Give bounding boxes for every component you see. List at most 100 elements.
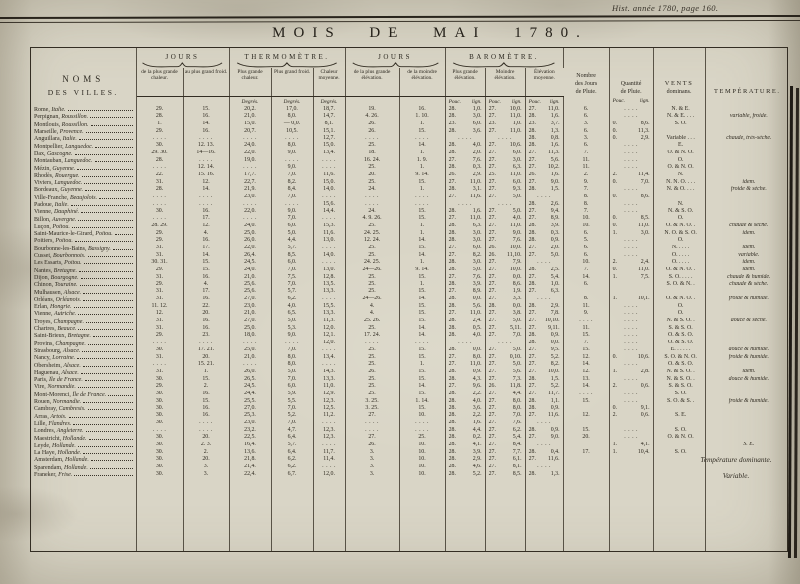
- cell-baro-min: 27. 11,0.: [485, 113, 526, 121]
- cell-jours-elevation-max: 26.: [345, 441, 400, 449]
- filler-cell: [445, 521, 486, 530]
- units-cell: [563, 96, 610, 106]
- cell-baro-moyenne: 27. 8,9.: [525, 215, 564, 223]
- cell-jours-elevation-min: 10.: [399, 448, 446, 457]
- split-value: 27. 7,6.: [446, 157, 485, 164]
- cell-baro-min: 27. 10,0.: [485, 106, 526, 114]
- col-header-jours-pluie: Nombre des Jours de Pluie.: [563, 48, 610, 97]
- split-value: 25. 11,0.: [486, 172, 525, 178]
- cell-baro-moyenne: 28. 0,8.: [525, 135, 564, 143]
- city-name: Mont-Morenci, Île de France.: [34, 391, 107, 398]
- filler-cell: [653, 492, 706, 501]
- cell-baro-max: 28. 4,4.: [445, 427, 486, 435]
- header-line: TEMPÉRATURE.: [714, 87, 781, 95]
- city-wrap: Amsterdam, Hollande.: [31, 456, 135, 463]
- cell-vents: N. & S. O.: [653, 208, 706, 216]
- filler-cell: [229, 492, 272, 501]
- city-wrap: Strasbourg, Alsace.: [31, 347, 135, 354]
- cell-vents: N. N. O. . . .: [653, 178, 706, 187]
- cell-jours-chaleur: 29.: [136, 127, 184, 136]
- city-wrap: Lille, Flandres.: [31, 420, 135, 427]
- cell-thermo-max: 21,0.: [229, 310, 272, 318]
- cell-jours-pluie: [563, 456, 610, 464]
- value-token: 9,6.: [472, 383, 482, 389]
- filler-cell: [229, 521, 272, 530]
- cell-baro-moyenne: 27. 11,0.: [525, 106, 564, 114]
- cell-baro-moyenne: 28. 1,3.: [525, 127, 564, 136]
- cell-jours-elevation-min: 15.: [399, 354, 446, 362]
- cell-thermo-moyenne: . . . .: [313, 259, 346, 267]
- villes-line: DES VILLES.: [47, 87, 119, 97]
- value-token: 8,6.: [512, 281, 522, 287]
- table-row: Leyde, Hollande. 30. 2. 3. 16,4. 5,7.. . . .…: [31, 441, 787, 449]
- split-value: 27. 8,9.: [526, 215, 563, 222]
- cell-jours-pluie: 15.: [563, 332, 610, 340]
- cell-quantite-pluie: [609, 470, 654, 479]
- cell-jours-pluie: 6.: [563, 113, 610, 121]
- value-token: 1.: [612, 441, 618, 448]
- value-token: 1,3.: [550, 127, 560, 134]
- value-token: 1,0.: [512, 120, 522, 127]
- filler-cell: [445, 507, 486, 515]
- value-token: 28.: [448, 208, 456, 214]
- split-value: 27. 11,7.: [526, 391, 563, 397]
- split-value: 28. 2,5.: [526, 267, 563, 273]
- cell-jours-froid: 16.: [183, 317, 230, 325]
- table-row: Saint-Maurice-le-Girard, Poitou. 29. 4. 25,…: [31, 230, 787, 238]
- cell-baro-max: 27. 11,0.: [445, 310, 486, 318]
- value-token: 27.: [488, 412, 496, 419]
- cell-thermo-max: . . . .: [229, 215, 272, 223]
- cell-jours-chaleur: 30.: [136, 463, 184, 471]
- table-row: Amsterdam, Hollande. 30. 20. 21,8. 6,2. 11,4.…: [31, 456, 787, 464]
- value-token: 1,3.: [550, 470, 560, 477]
- cell-jours-elevation-max: 24—26.: [345, 266, 400, 274]
- value-token: 27.: [488, 434, 496, 441]
- value-token: 10,1.: [637, 295, 650, 302]
- cell-thermo-moyenne: 12,0.: [313, 470, 346, 479]
- cell-quantite-pluie: . . . .: [609, 200, 654, 209]
- filler-row: [31, 514, 787, 522]
- cell-jours-chaleur: 30.: [136, 441, 184, 449]
- value-token: 5,2.: [472, 470, 482, 477]
- cell-jours-chaleur: 31.: [136, 178, 184, 187]
- city-name: Erlan, Hongrie.: [34, 304, 72, 311]
- cell-jours-pluie: 9.: [563, 178, 610, 187]
- cell-baro-min: 27. 7,0.: [485, 332, 526, 340]
- cell-jours-froid: 14.: [183, 120, 230, 128]
- split-value: 27. 11,0.: [486, 223, 525, 229]
- value-token: 28.: [448, 346, 456, 353]
- cell-thermo-moyenne: . . . .: [313, 361, 346, 369]
- cell-jours-chaleur: 29.: [136, 230, 184, 238]
- table-row: La Haye, Hollande. 30. 2. 13,6. 6,4. 11,7. 3. 1…: [31, 448, 787, 457]
- units-cell: Degrés.: [313, 96, 346, 106]
- cell-jours-elevation-max: 24. 25.: [345, 259, 400, 267]
- cell-baro-min: 27. 4,0.: [485, 215, 526, 223]
- cell-thermo-max: 22,4.: [229, 470, 272, 479]
- cell-jours-pluie: [563, 441, 610, 449]
- value-token: 28.: [448, 113, 456, 119]
- value-token: 28.: [448, 470, 456, 477]
- cell-vents: O.: [653, 303, 706, 311]
- cell-baro-min: 27. 8,0.: [485, 397, 526, 406]
- value-token: 0.: [612, 354, 618, 360]
- cell-jours-pluie: . . . .: [563, 317, 610, 325]
- cell-baro-min: . . . .: [485, 135, 526, 143]
- cell-temperature: froide & humide.: [728, 295, 769, 302]
- cell-temperature: variable, froide.: [729, 113, 768, 119]
- header-line: VENTS: [664, 79, 694, 87]
- cell-baro-max: 28. 4,0.: [445, 142, 486, 150]
- filler-cell: [609, 551, 653, 552]
- city-wrap: Padoue, Italie.: [31, 201, 135, 208]
- filler-cell: [313, 551, 345, 552]
- value-token: 3,0.: [472, 113, 482, 119]
- table-row: Billon, Auvergne.. . . . 17.. . . . 7,0.. …: [31, 215, 787, 223]
- cell-vents: [653, 441, 706, 449]
- cell-thermo-min: 7,0.: [271, 171, 314, 179]
- header-brace-icon: [351, 62, 439, 68]
- table-row: Mont-Morenci, Île de France. 30. 16. 24,4. 5…: [31, 390, 787, 398]
- city-name: Montauban, Languedoc.: [34, 158, 93, 165]
- table-row: Haguenau, Alsace. 31. 1. 26,0. 5,0. 14,3. 26. 1…: [31, 368, 787, 376]
- filler-cell: [705, 544, 787, 551]
- cell-jours-elevation-max: 25.: [345, 164, 400, 172]
- split-value: 27. 8,6.: [486, 281, 525, 288]
